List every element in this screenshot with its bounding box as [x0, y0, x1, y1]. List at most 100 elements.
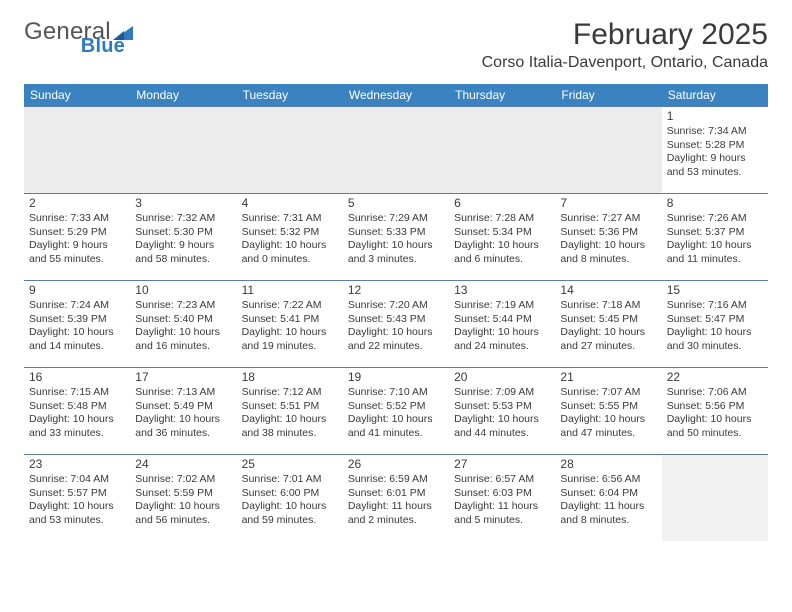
day1-text: Daylight: 10 hours	[242, 239, 338, 252]
sunset-text: Sunset: 5:45 PM	[560, 313, 656, 326]
sunset-text: Sunset: 5:32 PM	[242, 226, 338, 239]
day-cell: 2Sunrise: 7:33 AMSunset: 5:29 PMDaylight…	[24, 194, 130, 280]
day-cell: 14Sunrise: 7:18 AMSunset: 5:45 PMDayligh…	[555, 281, 661, 367]
day-number: 12	[348, 283, 444, 298]
day1-text: Daylight: 10 hours	[348, 326, 444, 339]
day-number: 5	[348, 196, 444, 211]
day1-text: Daylight: 10 hours	[135, 500, 231, 513]
day-number: 1	[667, 109, 763, 124]
sunset-text: Sunset: 5:43 PM	[348, 313, 444, 326]
day-number: 6	[454, 196, 550, 211]
day-number: 2	[29, 196, 125, 211]
day-number: 8	[667, 196, 763, 211]
day1-text: Daylight: 10 hours	[454, 326, 550, 339]
sunrise-text: Sunrise: 7:13 AM	[135, 386, 231, 399]
sunrise-text: Sunrise: 7:28 AM	[454, 212, 550, 225]
day-cell: 25Sunrise: 7:01 AMSunset: 6:00 PMDayligh…	[237, 455, 343, 541]
day2-text: and 6 minutes.	[454, 253, 550, 266]
day2-text: and 33 minutes.	[29, 427, 125, 440]
day1-text: Daylight: 11 hours	[560, 500, 656, 513]
day-number: 15	[667, 283, 763, 298]
day2-text: and 41 minutes.	[348, 427, 444, 440]
day-cell: 5Sunrise: 7:29 AMSunset: 5:33 PMDaylight…	[343, 194, 449, 280]
sunset-text: Sunset: 5:34 PM	[454, 226, 550, 239]
day2-text: and 3 minutes.	[348, 253, 444, 266]
day-number: 27	[454, 457, 550, 472]
sunset-text: Sunset: 5:56 PM	[667, 400, 763, 413]
weeks-container: 1Sunrise: 7:34 AMSunset: 5:28 PMDaylight…	[24, 106, 768, 541]
sunset-text: Sunset: 5:37 PM	[667, 226, 763, 239]
calendar-page: General Blue February 2025 Corso Italia-…	[0, 0, 792, 612]
day2-text: and 30 minutes.	[667, 340, 763, 353]
week-row: 9Sunrise: 7:24 AMSunset: 5:39 PMDaylight…	[24, 280, 768, 367]
day-number: 25	[242, 457, 338, 472]
day1-text: Daylight: 10 hours	[667, 326, 763, 339]
sunset-text: Sunset: 5:59 PM	[135, 487, 231, 500]
day-number: 17	[135, 370, 231, 385]
sunset-text: Sunset: 5:28 PM	[667, 139, 763, 152]
week-row: 2Sunrise: 7:33 AMSunset: 5:29 PM Daylight…	[24, 193, 768, 280]
sunset-text: Sunset: 5:48 PM	[29, 400, 125, 413]
sunrise-text: Sunrise: 7:18 AM	[560, 299, 656, 312]
sunrise-text: Sunrise: 6:59 AM	[348, 473, 444, 486]
day2-text: and 36 minutes.	[135, 427, 231, 440]
day2-text: and 38 minutes.	[242, 427, 338, 440]
day2-text: and 53 minutes.	[667, 166, 763, 179]
day-number: 20	[454, 370, 550, 385]
sunrise-text: Sunrise: 6:56 AM	[560, 473, 656, 486]
day1-text: Daylight: 10 hours	[29, 326, 125, 339]
day-cell-empty	[130, 107, 236, 193]
day2-text: and 53 minutes.	[29, 514, 125, 527]
location-subtitle: Corso Italia-Davenport, Ontario, Canada	[482, 54, 768, 72]
week-row: 16Sunrise: 7:15 AMSunset: 5:48 PMDayligh…	[24, 367, 768, 454]
day-cell: 12Sunrise: 7:20 AMSunset: 5:43 PMDayligh…	[343, 281, 449, 367]
day-cell: 20Sunrise: 7:09 AMSunset: 5:53 PMDayligh…	[449, 368, 555, 454]
day1-text: Daylight: 9 hours	[135, 239, 231, 252]
sunset-text: Sunset: 5:29 PM	[29, 226, 125, 239]
weekday-header: Wednesday	[343, 84, 449, 106]
day1-text: Daylight: 10 hours	[454, 239, 550, 252]
day1-text: Daylight: 9 hours	[667, 152, 763, 165]
sunrise-text: Sunrise: 7:12 AM	[242, 386, 338, 399]
sunrise-text: Sunrise: 7:06 AM	[667, 386, 763, 399]
sunset-text: Sunset: 6:04 PM	[560, 487, 656, 500]
day1-text: Daylight: 10 hours	[29, 413, 125, 426]
sunrise-text: Sunrise: 7:09 AM	[454, 386, 550, 399]
day2-text: and 47 minutes.	[560, 427, 656, 440]
sunrise-text: Sunrise: 7:33 AM	[29, 212, 125, 225]
day-cell: 10Sunrise: 7:23 AMSunset: 5:40 PMDayligh…	[130, 281, 236, 367]
day-cell: 9Sunrise: 7:24 AMSunset: 5:39 PMDaylight…	[24, 281, 130, 367]
day-cell: 7Sunrise: 7:27 AMSunset: 5:36 PMDaylight…	[555, 194, 661, 280]
day-cell: 13Sunrise: 7:19 AMSunset: 5:44 PMDayligh…	[449, 281, 555, 367]
day1-text: Daylight: 10 hours	[560, 239, 656, 252]
sunrise-text: Sunrise: 7:31 AM	[242, 212, 338, 225]
day1-text: Daylight: 10 hours	[242, 500, 338, 513]
sunrise-text: Sunrise: 7:34 AM	[667, 125, 763, 138]
day-cell: 24Sunrise: 7:02 AMSunset: 5:59 PMDayligh…	[130, 455, 236, 541]
sunset-text: Sunset: 5:36 PM	[560, 226, 656, 239]
day2-text: and 56 minutes.	[135, 514, 231, 527]
day-cell: 27Sunrise: 6:57 AMSunset: 6:03 PMDayligh…	[449, 455, 555, 541]
day-number: 11	[242, 283, 338, 298]
day2-text: and 24 minutes.	[454, 340, 550, 353]
day2-text: and 50 minutes.	[667, 427, 763, 440]
day1-text: Daylight: 10 hours	[560, 326, 656, 339]
day-number: 16	[29, 370, 125, 385]
day-cell: 26Sunrise: 6:59 AMSunset: 6:01 PMDayligh…	[343, 455, 449, 541]
sunset-text: Sunset: 5:40 PM	[135, 313, 231, 326]
day1-text: Daylight: 11 hours	[348, 500, 444, 513]
sunrise-text: Sunrise: 7:29 AM	[348, 212, 444, 225]
day1-text: Daylight: 10 hours	[348, 413, 444, 426]
sunset-text: Sunset: 5:39 PM	[29, 313, 125, 326]
day2-text: and 27 minutes.	[560, 340, 656, 353]
day-cell-empty	[555, 107, 661, 193]
sunset-text: Sunset: 5:53 PM	[454, 400, 550, 413]
sunset-text: Sunset: 5:49 PM	[135, 400, 231, 413]
day1-text: Daylight: 10 hours	[135, 413, 231, 426]
page-header: General Blue February 2025 Corso Italia-…	[24, 18, 768, 72]
day-cell-empty	[237, 107, 343, 193]
day2-text: and 58 minutes.	[135, 253, 231, 266]
sunrise-text: Sunrise: 7:27 AM	[560, 212, 656, 225]
sunset-text: Sunset: 5:44 PM	[454, 313, 550, 326]
day-cell-empty	[24, 107, 130, 193]
